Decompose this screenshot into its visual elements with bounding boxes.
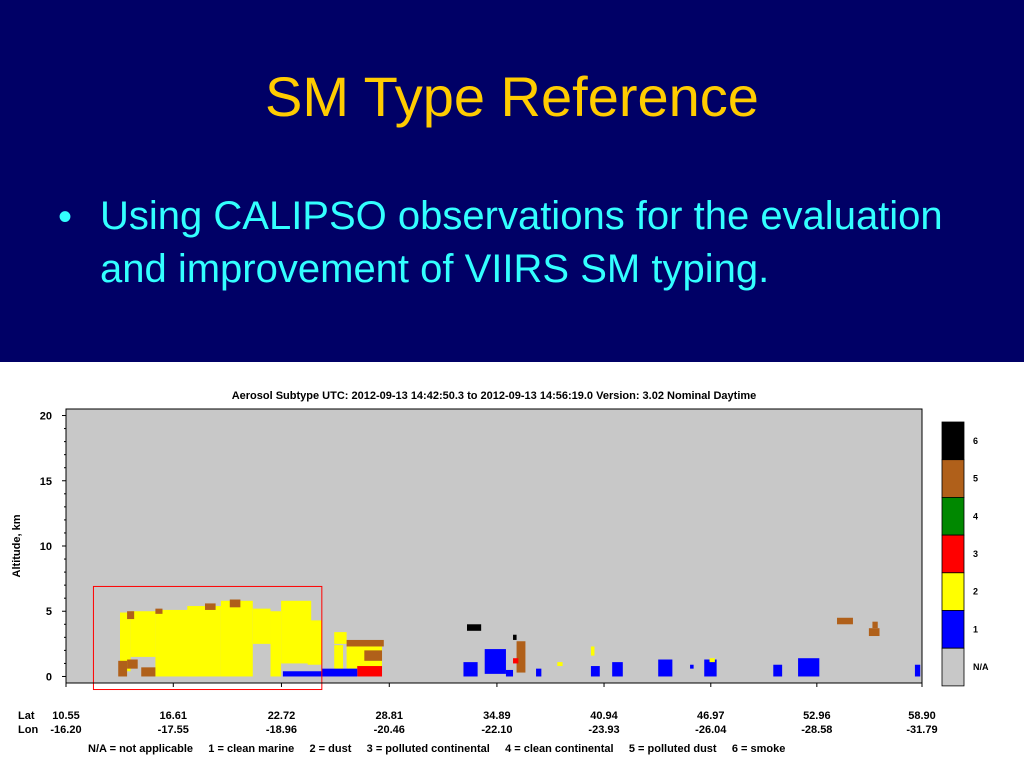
legend-swatch	[941, 572, 965, 611]
legend-swatch	[941, 610, 965, 649]
aerosol-layer	[513, 658, 519, 664]
legend-swatch	[941, 459, 965, 498]
calipso-figure: Aerosol Subtype UTC: 2012-09-13 14:42:50…	[0, 362, 1024, 768]
aerosol-layer	[612, 662, 623, 677]
legend-label: 1	[973, 624, 978, 634]
aerosol-layer	[463, 662, 478, 677]
legend-swatch	[941, 534, 965, 574]
aerosol-layer	[868, 628, 880, 637]
legend-label: 5	[973, 474, 978, 484]
x-tick-label-lon: -17.55	[158, 724, 189, 736]
aerosol-layer	[590, 666, 600, 677]
aerosol-layer	[252, 608, 271, 644]
x-tick-label-lat: 16.61	[160, 710, 188, 722]
legend-swatch	[941, 421, 965, 461]
x-tick-label-lon: -20.46	[374, 724, 405, 736]
bullet-symbol: •	[58, 195, 73, 239]
aerosol-layer	[141, 667, 156, 677]
aerosol-layer	[321, 668, 358, 677]
legend-swatch	[941, 647, 965, 687]
legend-label: N/A	[973, 662, 989, 672]
highlight-box	[92, 585, 323, 691]
y-tick-label: 15	[40, 476, 52, 488]
aerosol-layer	[484, 649, 506, 674]
legend-footnote: N/A = not applicable 1 = clean marine 2 …	[88, 743, 785, 755]
aerosol-layer	[798, 658, 820, 677]
x-tick-label-lat: 40.94	[590, 710, 618, 722]
legend-label: 3	[973, 549, 978, 559]
x-tick-label-lat: 22.72	[268, 710, 296, 722]
aerosol-layer	[690, 664, 694, 669]
x-tick-label-lon: -31.79	[906, 724, 937, 736]
y-tick-label: 0	[46, 671, 52, 683]
aerosol-layer	[357, 666, 383, 677]
aerosol-layer	[704, 659, 717, 677]
aerosol-layer	[204, 603, 216, 610]
y-axis-label: Altitude, km	[11, 514, 23, 577]
x-tick-label-lat: 52.96	[803, 710, 831, 722]
aerosol-layer	[118, 660, 128, 677]
aerosol-layer	[346, 639, 384, 647]
legend-swatch	[941, 496, 965, 536]
aerosol-subtype-chart: Aerosol Subtype UTC: 2012-09-13 14:42:50…	[11, 390, 989, 755]
legend-label: 4	[973, 511, 978, 521]
aerosol-layer	[505, 669, 514, 677]
x-tick-label-lon: -26.04	[695, 724, 727, 736]
x-tick-label-lat: 28.81	[376, 710, 404, 722]
x-tick-label-lon: -23.93	[588, 724, 619, 736]
aerosol-layer	[270, 611, 282, 677]
legend-label: 6	[973, 436, 978, 446]
x-tick-label-lat: 34.89	[483, 710, 511, 722]
aerosol-layer	[281, 600, 312, 664]
aerosol-layer	[364, 650, 383, 661]
x-tick-label-lon: -28.58	[801, 724, 832, 736]
aerosol-layer	[872, 621, 878, 629]
slide-title: SM Type Reference	[265, 65, 759, 128]
aerosol-layer	[513, 634, 517, 640]
x-tick-label-lon: -16.20	[50, 724, 81, 736]
y-tick-label: 5	[46, 606, 52, 618]
aerosol-layer	[590, 646, 595, 656]
aerosol-layer	[709, 658, 715, 663]
y-tick-label: 10	[40, 541, 52, 553]
aerosol-layer	[220, 600, 253, 677]
aerosol-layer	[773, 664, 783, 677]
aerosol-layer	[282, 671, 322, 677]
aerosol-layer	[119, 612, 131, 672]
aerosol-layer	[914, 664, 921, 677]
chart-title: Aerosol Subtype UTC: 2012-09-13 14:42:50…	[232, 390, 757, 402]
aerosol-layer	[334, 645, 344, 676]
x-tick-label-lat: 46.97	[697, 710, 725, 722]
aerosol-layer	[130, 611, 156, 657]
aerosol-layer	[229, 599, 241, 608]
aerosol-layer	[557, 662, 563, 667]
aerosol-layer	[837, 617, 853, 625]
legend-label: 2	[973, 587, 978, 597]
aerosol-layer	[155, 608, 163, 614]
aerosol-layer	[467, 624, 482, 631]
x-row-label-lat: Lat	[18, 710, 35, 722]
x-tick-label-lon: -18.96	[266, 724, 297, 736]
x-tick-label-lat: 10.55	[52, 710, 80, 722]
aerosol-layer	[307, 620, 322, 665]
aerosol-layer	[536, 668, 542, 677]
bullet-text: Using CALIPSO observations for the evalu…	[100, 194, 943, 291]
slide-header: SM Type Reference • Using CALIPSO observ…	[0, 0, 1024, 362]
y-tick-label: 20	[40, 411, 52, 423]
x-row-label-lon: Lon	[18, 724, 38, 736]
aerosol-layer	[334, 632, 347, 644]
aerosol-layer	[516, 641, 526, 673]
x-tick-label-lon: -22.10	[481, 724, 512, 736]
aerosol-layer	[127, 659, 138, 669]
aerosol-layer	[127, 611, 135, 620]
aerosol-layer	[658, 659, 673, 677]
x-tick-label-lat: 58.90	[908, 710, 936, 722]
aerosol-layer	[187, 606, 221, 677]
